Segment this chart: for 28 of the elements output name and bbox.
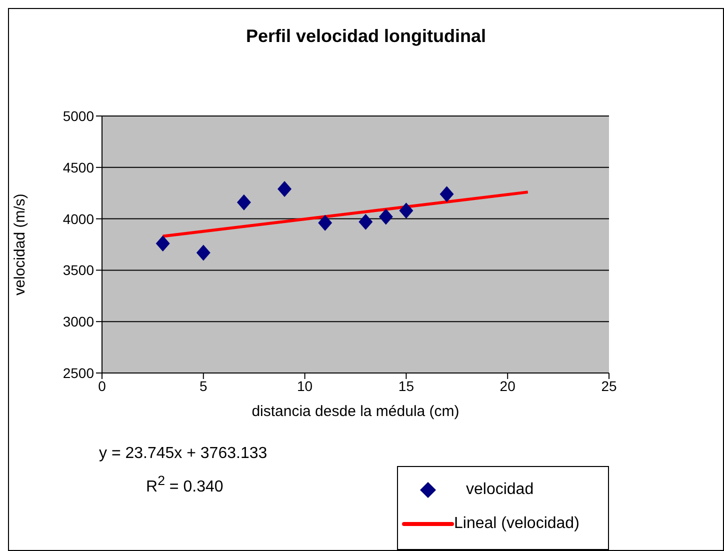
x-tick-label: 15 — [398, 378, 414, 394]
point — [236, 194, 251, 210]
text: R$^{2}$ = 0.340 — [146, 473, 224, 496]
y-tick-label: 2500 — [62, 364, 94, 381]
legend-label: Lineal (velocidad) — [454, 515, 580, 533]
y-tick-label: 5000 — [62, 108, 94, 124]
point — [358, 214, 373, 230]
y-tick-label: 3000 — [62, 314, 94, 330]
x-tick-label: 5 — [200, 378, 208, 394]
y-tick-label: 4500 — [62, 159, 94, 176]
point — [278, 180, 292, 197]
x-tick-label: 25 — [601, 378, 617, 394]
x-tick-label: 0 — [98, 378, 106, 394]
chart-title: Perfil velocidad longitudinal — [244, 26, 488, 47]
point — [440, 186, 454, 202]
y-axis-title: velocidad (m/s) — [11, 194, 28, 296]
x-axis-title: distancia desde la médula (cm) — [252, 403, 460, 420]
x-tick-label: 10 — [297, 378, 313, 394]
point — [318, 214, 332, 231]
point — [378, 208, 393, 225]
y-tick-label: 3500 — [62, 262, 94, 278]
x-tick-label: 20 — [500, 378, 516, 394]
legend-label: velocidad — [466, 481, 534, 499]
point — [399, 202, 414, 219]
point — [156, 235, 170, 252]
y-tick-label: 4000 — [62, 210, 94, 227]
text: y = 23.745x + 3763.133 — [99, 445, 268, 463]
point — [196, 244, 210, 261]
